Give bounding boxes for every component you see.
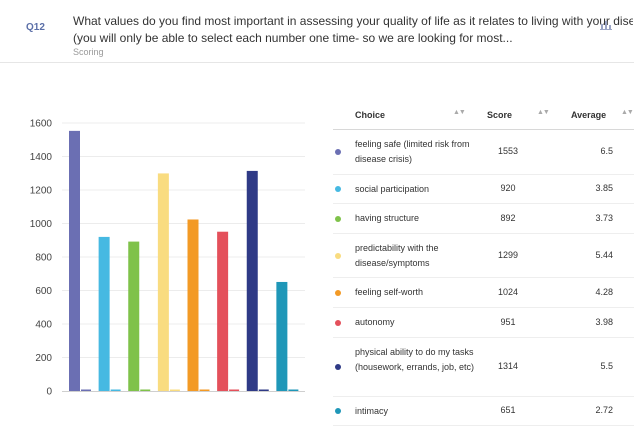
score-cell: 1553 (497, 146, 519, 156)
average-cell: 5.5 (600, 361, 613, 371)
average-bar[interactable] (258, 389, 269, 392)
score-bar[interactable] (187, 219, 199, 391)
legend-dot-icon (335, 215, 341, 222)
score-bar[interactable] (157, 173, 169, 391)
score-cell: 951 (500, 316, 516, 327)
legend-dot-icon (335, 252, 341, 259)
results-table: Choice ▲▼ Score ▲▼ Average ▲▼ feeling sa… (333, 101, 634, 426)
score-bar[interactable] (128, 241, 140, 391)
score-cell: 651 (500, 405, 516, 415)
legend-dot-icon (335, 149, 341, 155)
score-bar[interactable] (276, 281, 288, 391)
y-tick-label: 600 (35, 286, 52, 297)
table-row: physical ability to do my tasks (housewo… (333, 338, 634, 397)
average-bar[interactable] (140, 389, 151, 392)
table-row: feeling self-worth 1024 4.28 (333, 278, 634, 308)
bar-chart-icon[interactable] (600, 19, 612, 30)
score-cell: 920 (500, 183, 516, 193)
question-number: Q12 (26, 22, 45, 33)
average-cell: 6.5 (600, 146, 613, 156)
table-header: Choice ▲▼ Score ▲▼ Average ▲▼ (333, 101, 634, 130)
score-bar[interactable] (217, 231, 229, 391)
score-bar-chart: 0 200 400 600 800 1000 1200 1400 1600 (30, 119, 305, 398)
sort-choice-icon[interactable]: ▲▼ (453, 109, 466, 116)
y-tick-label: 1200 (30, 186, 53, 197)
average-cell: 4.28 (595, 286, 613, 297)
table-row: social participation 920 3.85 (333, 175, 634, 204)
score-cell: 1314 (497, 361, 519, 371)
y-tick-label: 400 (35, 320, 52, 331)
question-text: What values do you find most important i… (73, 13, 633, 47)
average-bar[interactable] (288, 389, 299, 392)
y-tick-label: 1000 (30, 219, 53, 230)
header-average[interactable]: Average (571, 110, 607, 120)
y-tick-label: 200 (35, 353, 52, 364)
legend-dot-icon (335, 186, 341, 192)
table-row: feeling safe (limited risk from disease … (333, 130, 634, 175)
sort-score-icon[interactable]: ▲▼ (537, 109, 550, 116)
question-text-line1: What values do you find most important i… (73, 14, 633, 28)
y-tick-label: 1600 (30, 119, 53, 130)
y-tick-label: 1400 (30, 152, 53, 163)
score-bar[interactable] (246, 170, 258, 391)
table-row: intimacy 651 2.72 (333, 397, 634, 426)
question-subtitle: Scoring (73, 47, 104, 57)
average-cell: 2.72 (595, 405, 613, 415)
y-tick-label: 800 (35, 253, 52, 264)
table-row: predictability with the disease/symptoms… (333, 234, 634, 278)
legend-dot-icon (335, 364, 341, 370)
score-cell: 892 (500, 212, 516, 223)
header-score[interactable]: Score (487, 110, 513, 120)
legend-dot-icon (335, 289, 341, 296)
choice-cell: social participation (355, 183, 430, 194)
choice-cell: predictability with the disease/symptoms (355, 242, 439, 268)
choice-cell: feeling self-worth (355, 287, 424, 297)
average-bar[interactable] (110, 389, 121, 392)
score-cell: 1024 (497, 286, 519, 297)
average-cell: 3.85 (595, 183, 613, 193)
choice-cell: physical ability to do my tasks (housewo… (355, 346, 475, 372)
average-bar[interactable] (229, 389, 240, 392)
table-row: having structure 892 3.73 (333, 204, 634, 234)
choice-cell: having structure (355, 213, 420, 223)
average-cell: 5.44 (595, 249, 613, 260)
legend-dot-icon (335, 408, 341, 414)
sort-average-icon[interactable]: ▲▼ (621, 109, 634, 116)
score-bar[interactable] (98, 236, 110, 391)
average-cell: 3.98 (595, 316, 613, 327)
choice-cell: intimacy (355, 405, 389, 416)
header-divider (0, 62, 634, 63)
score-cell: 1299 (497, 249, 519, 260)
average-bar[interactable] (169, 389, 180, 392)
question-text-line2: (you will only be able to select each nu… (73, 31, 513, 45)
choice-cell: feeling safe (limited risk from disease … (355, 139, 470, 164)
table-body: feeling safe (limited risk from disease … (333, 130, 634, 426)
table-row: autonomy 951 3.98 (333, 308, 634, 338)
average-cell: 3.73 (595, 212, 613, 223)
score-bar[interactable] (69, 130, 80, 391)
header-choice[interactable]: Choice (355, 110, 386, 120)
y-tick-label: 0 (46, 387, 52, 398)
choice-cell: autonomy (355, 317, 395, 327)
average-bar[interactable] (199, 389, 210, 392)
average-bar[interactable] (81, 389, 91, 392)
legend-dot-icon (335, 319, 341, 326)
